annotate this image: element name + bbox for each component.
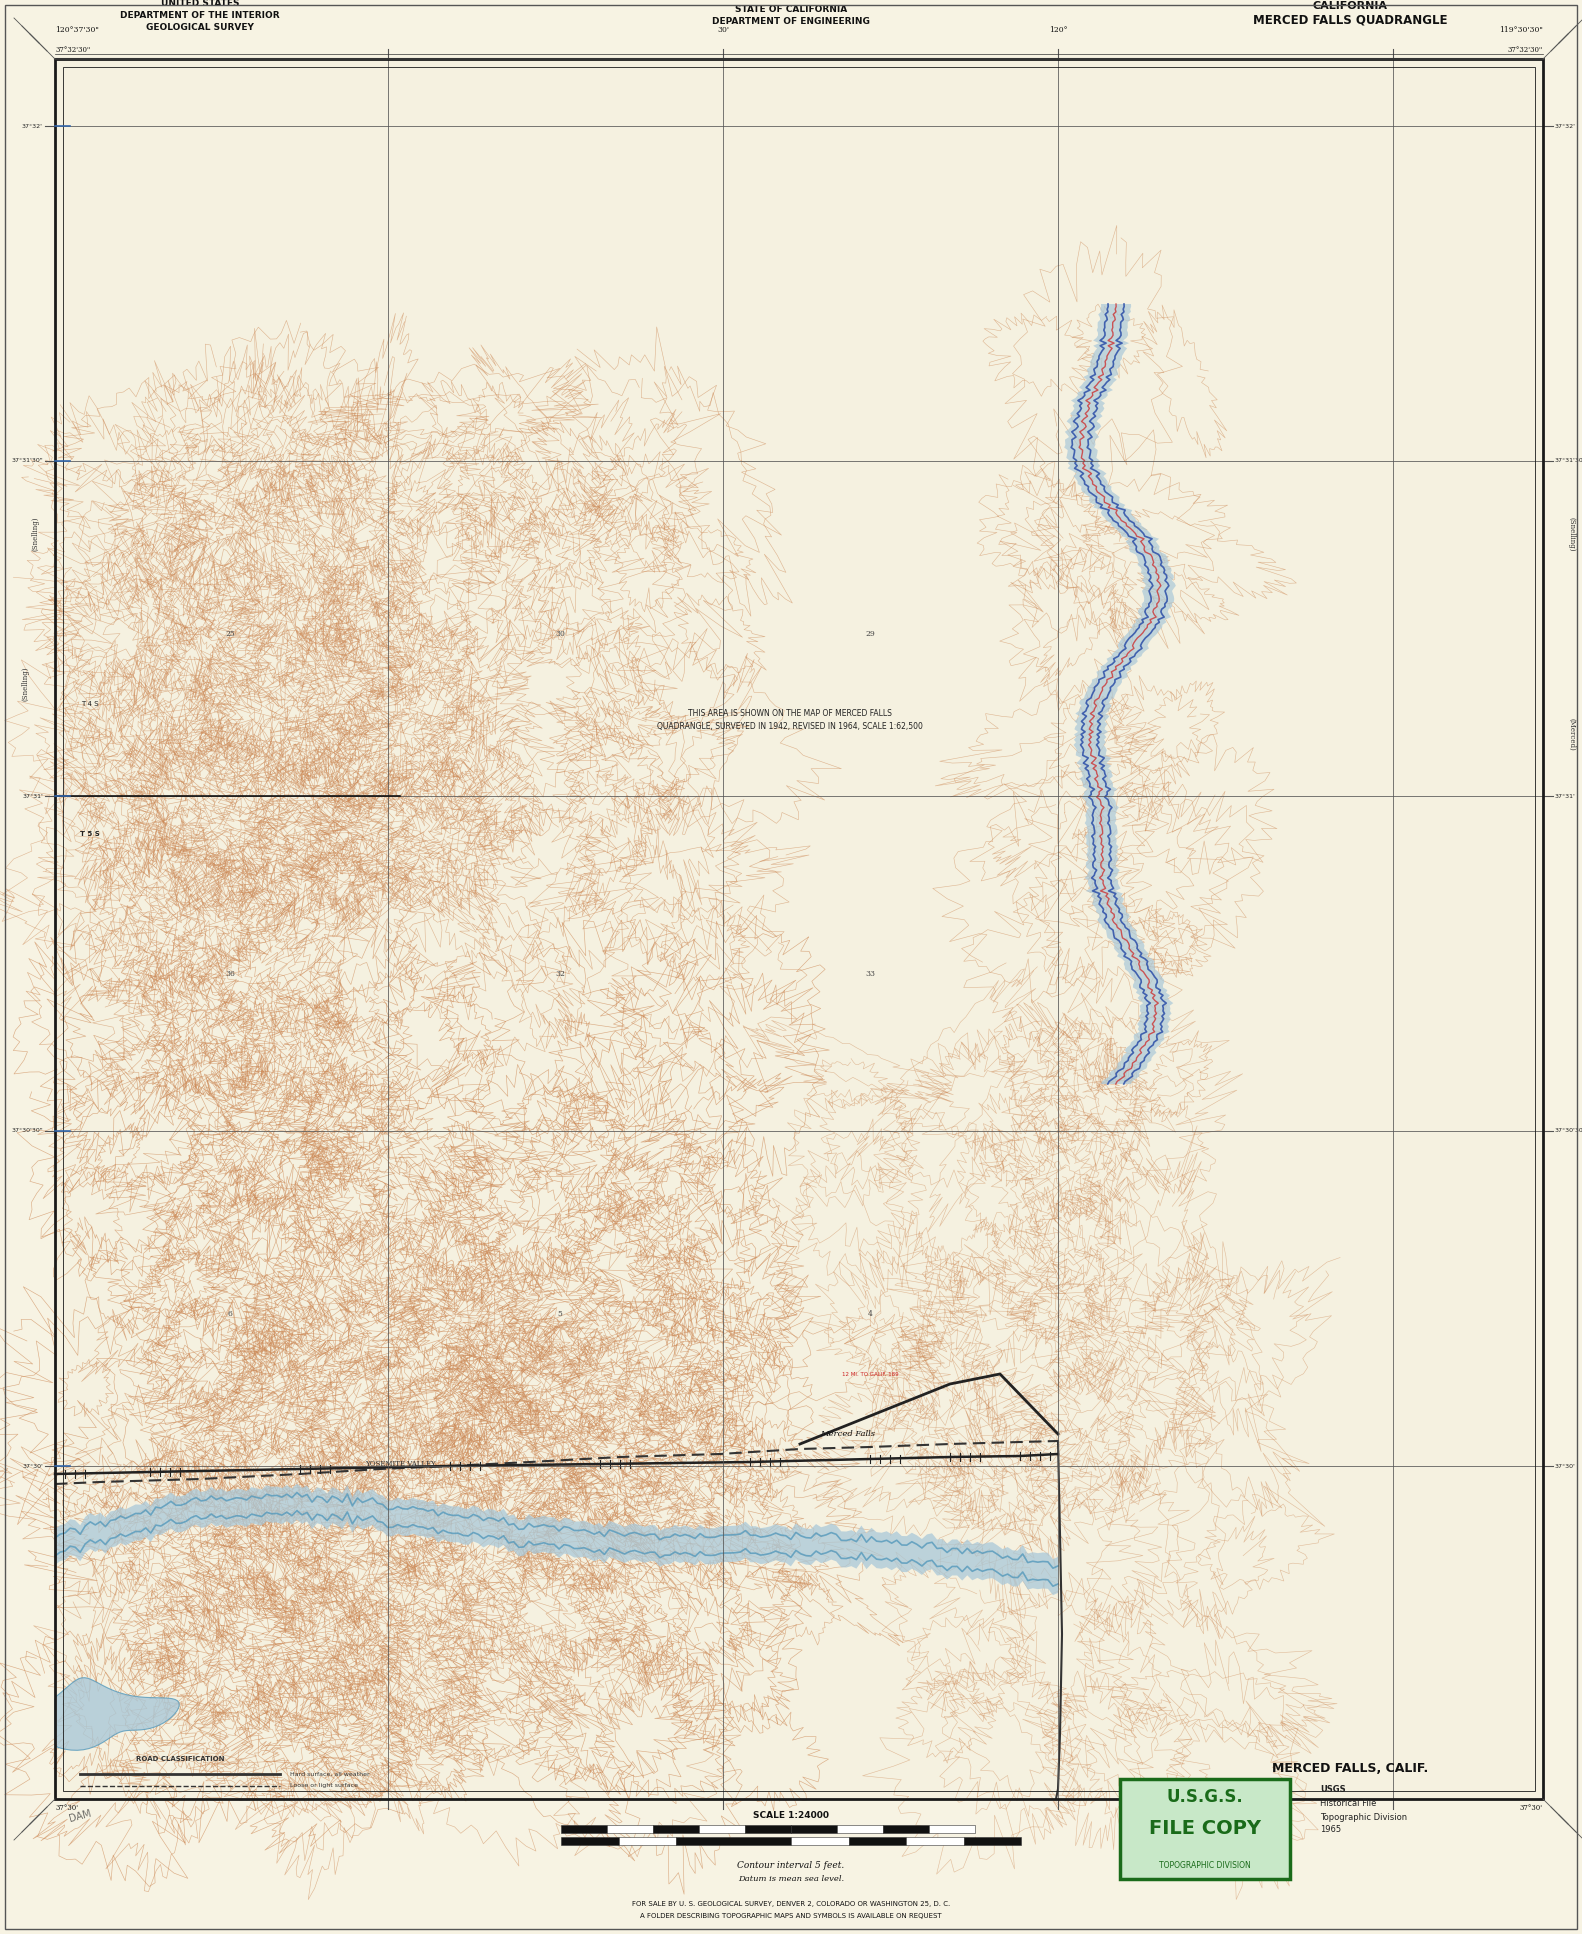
Bar: [562, 1826, 607, 1833]
Bar: [745, 1826, 791, 1833]
Text: DAM: DAM: [68, 1808, 92, 1824]
Text: Hard surface, all weather: Hard surface, all weather: [290, 1772, 370, 1777]
Polygon shape: [1065, 304, 1175, 1083]
Text: 37°31'30": 37°31'30": [11, 458, 43, 464]
Bar: [837, 1826, 883, 1833]
Text: 37°30': 37°30': [1555, 1464, 1576, 1468]
Text: (Merced): (Merced): [1568, 718, 1576, 750]
Text: 33: 33: [865, 971, 875, 979]
Bar: [562, 1837, 619, 1845]
Text: MERCED FALLS QUADRANGLE: MERCED FALLS QUADRANGLE: [1253, 14, 1448, 27]
Text: A FOLDER DESCRIBING TOPOGRAPHIC MAPS AND SYMBOLS IS AVAILABLE ON REQUEST: A FOLDER DESCRIBING TOPOGRAPHIC MAPS AND…: [641, 1913, 941, 1919]
Text: USGS: USGS: [1319, 1785, 1346, 1793]
Bar: [699, 1826, 745, 1833]
Text: 4: 4: [867, 1309, 872, 1317]
Text: 36: 36: [225, 971, 236, 979]
Bar: [791, 1826, 837, 1833]
Bar: [848, 1837, 906, 1845]
Bar: [963, 1837, 1020, 1845]
Bar: [929, 1826, 975, 1833]
Text: MERCED FALLS, CALIF.: MERCED FALLS, CALIF.: [1272, 1762, 1429, 1775]
Text: 5: 5: [557, 1309, 563, 1317]
Text: DEPARTMENT OF ENGINEERING: DEPARTMENT OF ENGINEERING: [712, 17, 870, 27]
Text: 37°30': 37°30': [55, 1804, 78, 1812]
Bar: [653, 1826, 699, 1833]
Text: GEOLOGICAL SURVEY: GEOLOGICAL SURVEY: [146, 23, 255, 33]
Text: 37°32'30": 37°32'30": [1508, 46, 1542, 54]
Text: QUADRANGLE, SURVEYED IN 1942, REVISED IN 1964, SCALE 1:62,500: QUADRANGLE, SURVEYED IN 1942, REVISED IN…: [657, 723, 922, 731]
Text: U.S.G.S.: U.S.G.S.: [1166, 1789, 1243, 1806]
Bar: [619, 1837, 676, 1845]
Text: 37°32'30": 37°32'30": [55, 46, 90, 54]
Text: Loose or light surface: Loose or light surface: [290, 1783, 358, 1789]
Text: (Snelling): (Snelling): [32, 516, 40, 551]
Text: 120°37'30": 120°37'30": [55, 25, 98, 35]
Text: 37°31': 37°31': [22, 793, 43, 799]
Text: STATE OF CALIFORNIA: STATE OF CALIFORNIA: [736, 4, 846, 14]
Text: (Snelling): (Snelling): [22, 667, 30, 702]
Text: FILE COPY: FILE COPY: [1149, 1820, 1261, 1839]
Text: 37°32': 37°32': [1555, 124, 1576, 128]
Bar: [55, 60, 1542, 1799]
Text: 6: 6: [228, 1309, 233, 1317]
Text: FOR SALE BY U. S. GEOLOGICAL SURVEY, DENVER 2, COLORADO OR WASHINGTON 25, D. C.: FOR SALE BY U. S. GEOLOGICAL SURVEY, DEN…: [631, 1901, 951, 1907]
Text: 30: 30: [555, 630, 565, 638]
Text: Datum is mean sea level.: Datum is mean sea level.: [737, 1874, 845, 1884]
Text: 25: 25: [225, 630, 234, 638]
Polygon shape: [55, 1677, 179, 1750]
Text: SCALE 1:24000: SCALE 1:24000: [753, 1810, 829, 1820]
Bar: [607, 1826, 653, 1833]
Text: 29: 29: [865, 630, 875, 638]
Text: 119°30'30": 119°30'30": [1500, 25, 1542, 35]
Text: 120°: 120°: [1049, 25, 1068, 35]
Text: 37°30': 37°30': [22, 1464, 43, 1468]
Text: DEPARTMENT OF THE INTERIOR: DEPARTMENT OF THE INTERIOR: [120, 12, 280, 21]
Text: THIS AREA IS SHOWN ON THE MAP OF MERCED FALLS: THIS AREA IS SHOWN ON THE MAP OF MERCED …: [688, 710, 892, 719]
Text: TOPOGRAPHIC DIVISION: TOPOGRAPHIC DIVISION: [1160, 1861, 1251, 1870]
Text: 32: 32: [555, 971, 565, 979]
Text: 37°30': 37°30': [1520, 1804, 1542, 1812]
Text: YOSEMITE VALLEY: YOSEMITE VALLEY: [364, 1460, 435, 1468]
Text: 12 MI. TO GALIF. 189: 12 MI. TO GALIF. 189: [842, 1371, 899, 1377]
Bar: [55, 60, 1542, 1799]
Text: Merced Falls: Merced Falls: [819, 1429, 875, 1439]
Text: 37°32': 37°32': [22, 124, 43, 128]
Bar: [883, 1826, 929, 1833]
Text: T 5 S: T 5 S: [81, 832, 100, 837]
Text: UNITED STATES: UNITED STATES: [161, 0, 239, 8]
Bar: [791, 1837, 848, 1845]
Text: Historical File: Historical File: [1319, 1799, 1376, 1808]
Bar: [1120, 1779, 1289, 1880]
Polygon shape: [55, 1483, 1058, 1596]
Text: 37°30'30": 37°30'30": [1555, 1129, 1582, 1133]
Text: 37°31'30": 37°31'30": [1555, 458, 1582, 464]
Text: T 4 S: T 4 S: [81, 700, 98, 708]
Text: 37°31': 37°31': [1555, 793, 1576, 799]
Text: 37°30'30": 37°30'30": [11, 1129, 43, 1133]
Text: ROAD CLASSIFICATION: ROAD CLASSIFICATION: [136, 1756, 225, 1762]
Text: 30': 30': [717, 25, 729, 35]
Bar: [906, 1837, 963, 1845]
Text: (Snelling): (Snelling): [1568, 516, 1576, 551]
Bar: [63, 68, 1535, 1791]
Text: Topographic Division: Topographic Division: [1319, 1812, 1406, 1822]
Text: Contour interval 5 feet.: Contour interval 5 feet.: [737, 1862, 845, 1870]
Text: CALIFORNIA: CALIFORNIA: [1313, 2, 1387, 12]
Text: 1965: 1965: [1319, 1826, 1342, 1835]
Bar: [676, 1837, 791, 1845]
